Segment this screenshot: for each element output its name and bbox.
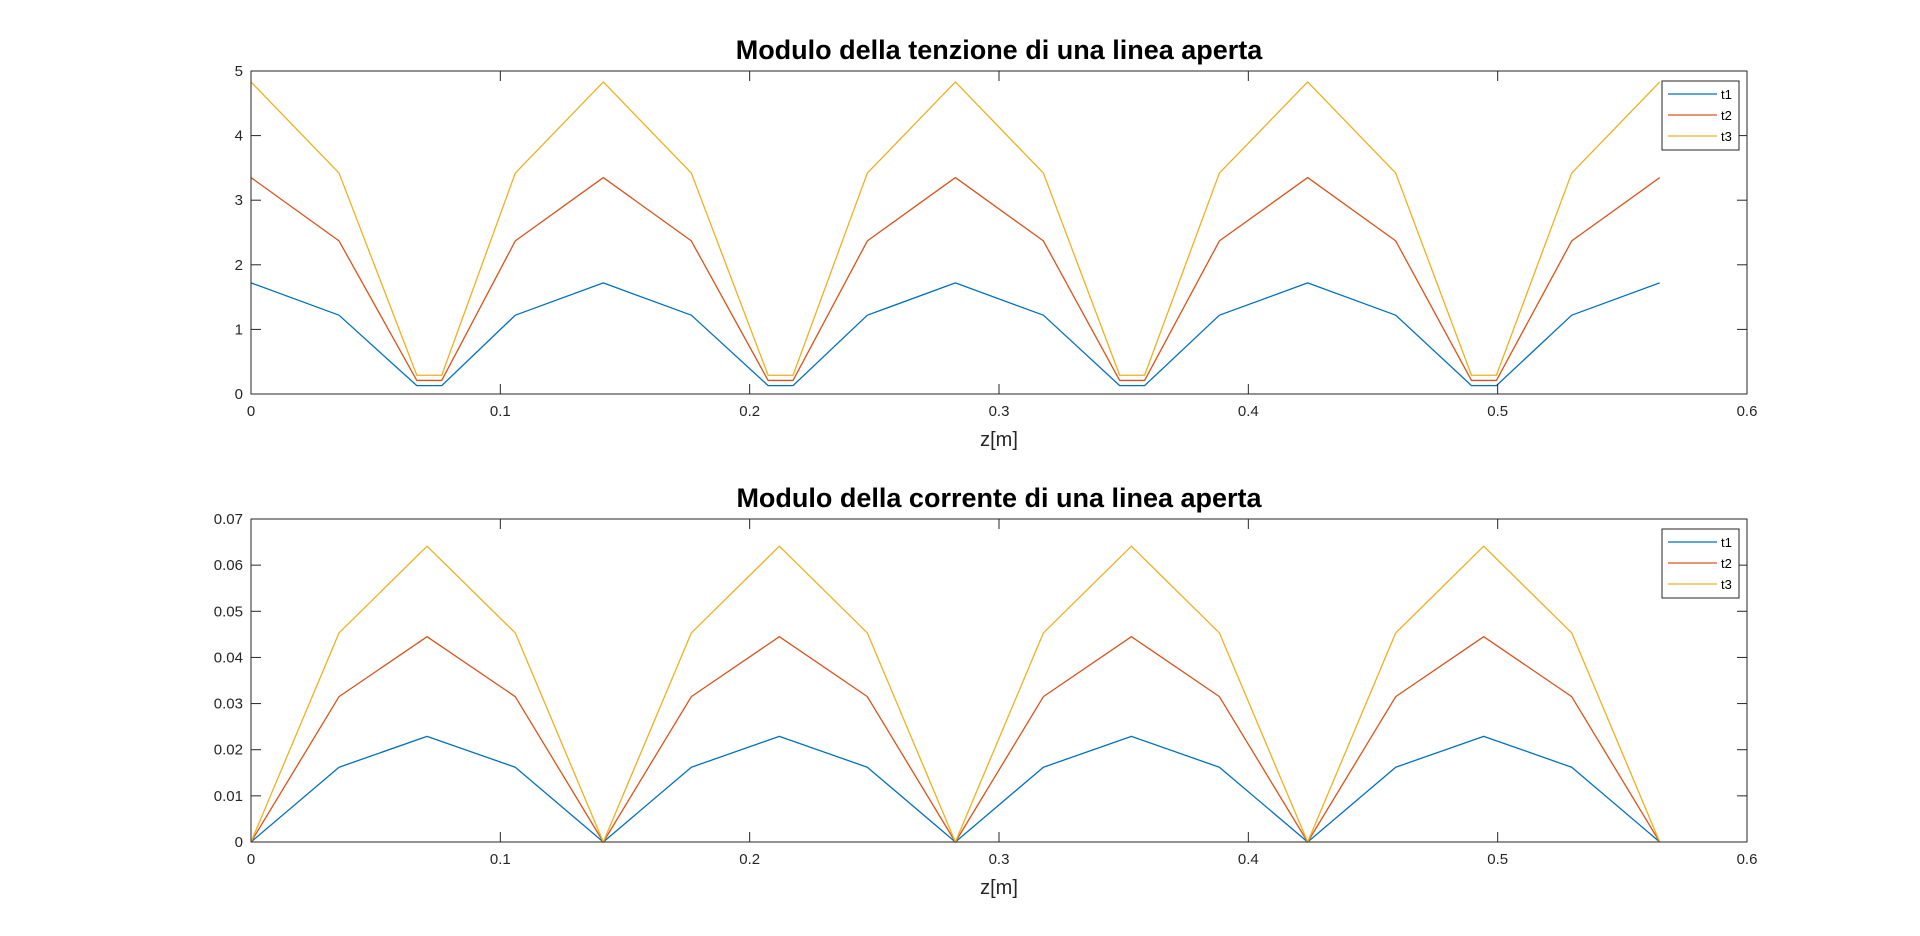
current-x-axis-label: z[m]	[980, 877, 1018, 899]
voltage-series-layer	[250, 81, 1661, 387]
current-x-tick-label: 0.1	[490, 851, 511, 868]
voltage-legend-label-t2: t2	[1721, 108, 1732, 123]
current-chart-title: Modulo della corrente di una linea apert…	[736, 483, 1262, 513]
current-plot-area	[251, 519, 1747, 842]
voltage-y-tick-label: 2	[235, 257, 243, 274]
voltage-x-tick-label: 0.1	[490, 403, 511, 420]
voltage-x-tick-label: 0	[247, 403, 255, 420]
current-x-tick-label: 0	[247, 851, 255, 868]
voltage-x-tick-label: 0.5	[1487, 403, 1508, 420]
voltage-series-line-t2	[250, 176, 1661, 382]
voltage-x-axis-label: z[m]	[980, 429, 1018, 451]
voltage-x-tick-label: 0.2	[739, 403, 760, 420]
current-y-tick-label: 0.04	[214, 649, 243, 666]
voltage-series-line-t1	[250, 282, 1660, 387]
current-y-tick-label: 0.06	[214, 557, 243, 574]
current-x-tick-label: 0.5	[1487, 851, 1508, 868]
voltage-x-tick-label: 0.3	[989, 403, 1010, 420]
current-y-tick-label: 0.07	[214, 511, 243, 528]
current-axes: 0 0.1 0.2 0.3 0.4 0.5 0.6 0 0.01 0.02 0.03 0.04 0.05…	[214, 483, 1758, 899]
voltage-ticks-layer: 0 0.1 0.2 0.3 0.4 0.5 0.6 0 1 2 3 4 5	[235, 63, 1758, 420]
voltage-y-tick-label: 4	[235, 128, 243, 145]
current-y-tick-label: 0.02	[214, 742, 243, 759]
current-x-tick-label: 0.2	[739, 851, 760, 868]
current-x-tick-label: 0.6	[1737, 851, 1758, 868]
current-y-tick-label: 0.03	[214, 696, 243, 713]
current-legend-label-t3: t3	[1721, 577, 1732, 592]
voltage-x-tick-label: 0.6	[1737, 403, 1758, 420]
voltage-legend[interactable]: t1 t2 t3	[1661, 80, 1740, 151]
current-x-tick-label: 0.3	[989, 851, 1010, 868]
voltage-y-tick-label: 1	[235, 321, 243, 338]
voltage-axes: 0 0.1 0.2 0.3 0.4 0.5 0.6 0 1 2 3 4 5 Modulo della t…	[235, 35, 1758, 451]
voltage-x-tick-label: 0.4	[1238, 403, 1259, 420]
current-x-tick-label: 0.4	[1238, 851, 1259, 868]
current-ticks-layer: 0 0.1 0.2 0.3 0.4 0.5 0.6 0 0.01 0.02 0.03 0.04 0.05…	[214, 511, 1758, 868]
voltage-y-tick-label: 5	[235, 63, 243, 80]
current-legend-label-t1: t1	[1721, 535, 1732, 550]
voltage-plot-area	[251, 71, 1747, 394]
voltage-series-line-t3	[250, 81, 1661, 376]
voltage-legend-label-t1: t1	[1721, 87, 1732, 102]
voltage-chart-title: Modulo della tenzione di una linea apert…	[736, 35, 1264, 65]
current-y-tick-label: 0	[235, 834, 243, 851]
current-legend-label-t2: t2	[1721, 556, 1732, 571]
current-y-tick-label: 0.05	[214, 603, 243, 620]
voltage-legend-label-t3: t3	[1721, 129, 1732, 144]
current-y-tick-label: 0.01	[214, 788, 243, 805]
voltage-y-tick-label: 0	[235, 386, 243, 403]
current-legend[interactable]: t1 t2 t3	[1661, 528, 1740, 599]
voltage-y-tick-label: 3	[235, 192, 243, 209]
